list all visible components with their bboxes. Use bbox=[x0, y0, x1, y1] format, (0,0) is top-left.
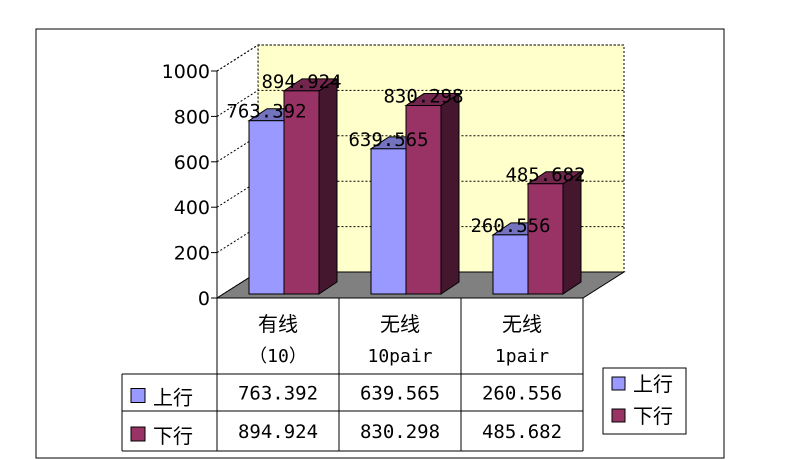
y-tick-label: 400 bbox=[174, 197, 210, 219]
bar bbox=[370, 148, 407, 295]
bar-side bbox=[440, 92, 460, 295]
data-label: 485.682 bbox=[505, 164, 585, 186]
gridline bbox=[216, 44, 624, 72]
table-legend-key bbox=[130, 426, 146, 442]
bar bbox=[492, 234, 529, 295]
category-label: 有线 bbox=[258, 312, 298, 336]
data-table: 有线 （10） 无线 10pair 无线 1pair 上行 763.392 639.565 260… bbox=[121, 298, 584, 452]
legend-key bbox=[611, 376, 626, 391]
bar-side bbox=[318, 77, 338, 295]
category-label: 10pair bbox=[367, 346, 432, 367]
data-label: 260.556 bbox=[470, 215, 550, 237]
legend-key bbox=[611, 408, 626, 423]
table-cell: 830.298 bbox=[360, 421, 440, 443]
y-tick-label: 800 bbox=[174, 106, 210, 128]
table-series-name: 下行 bbox=[153, 424, 193, 448]
table-series-name: 上行 bbox=[153, 386, 193, 410]
bar bbox=[405, 105, 442, 295]
y-tick-label: 0 bbox=[198, 288, 210, 310]
table-cell: 260.556 bbox=[482, 383, 562, 405]
category-label: （10） bbox=[249, 346, 307, 367]
table-cell: 639.565 bbox=[360, 383, 440, 405]
category-label: 无线 bbox=[502, 312, 542, 336]
value-axis: 0 200 400 600 800 1000 bbox=[162, 61, 218, 310]
table-legend-key bbox=[130, 388, 146, 403]
table-cell: 894.924 bbox=[238, 421, 318, 443]
y-tick-label: 1000 bbox=[162, 61, 210, 83]
gridline bbox=[216, 89, 624, 117]
data-labels: 763.392 894.924 639.565 830.298 260.556 485.6… bbox=[226, 71, 585, 237]
bars bbox=[247, 77, 583, 295]
data-label: 639.565 bbox=[348, 129, 428, 151]
data-label: 763.392 bbox=[226, 101, 306, 123]
table-cell: 485.682 bbox=[482, 421, 562, 443]
y-tick-label: 200 bbox=[174, 243, 210, 265]
legend-label: 上行 bbox=[633, 372, 673, 396]
data-label: 894.924 bbox=[261, 71, 341, 93]
bar bbox=[283, 90, 320, 295]
bar bbox=[248, 120, 285, 295]
bar bbox=[527, 183, 564, 295]
category-label: 无线 bbox=[380, 312, 420, 336]
data-label: 830.298 bbox=[383, 86, 463, 108]
y-tick-label: 600 bbox=[174, 152, 210, 174]
legend-label: 下行 bbox=[633, 404, 673, 428]
bar-side bbox=[562, 170, 582, 295]
category-label: 1pair bbox=[495, 346, 549, 367]
table-cell: 763.392 bbox=[238, 383, 318, 405]
